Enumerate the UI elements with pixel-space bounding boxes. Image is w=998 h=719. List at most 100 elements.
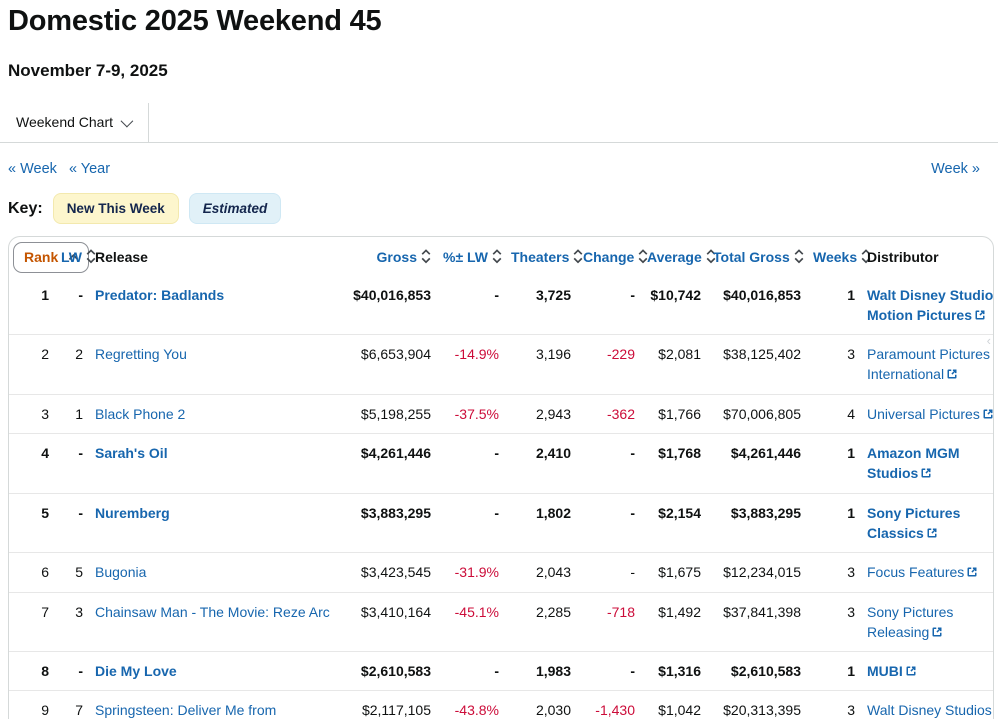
sort-icon (421, 249, 431, 264)
cell-rank: 1 (41, 286, 49, 303)
cell-weeks: 3 (807, 334, 861, 395)
release-link[interactable]: Chainsaw Man - The Movie: Reze Arc (95, 603, 330, 620)
cell-weeks: 1 (847, 286, 855, 303)
external-link-icon (927, 528, 937, 538)
cell-theaters: 3,725 (535, 286, 571, 303)
cell-release: Sarah's Oil (89, 433, 337, 494)
release-link[interactable]: Black Phone 2 (95, 405, 186, 422)
cell-weeks: 3 (807, 591, 861, 652)
column-header-rank[interactable]: Rank (9, 237, 90, 275)
distributor-link[interactable]: Universal Pictures (867, 406, 993, 422)
cell-release: Die My Love (89, 651, 337, 691)
cell-gross: $3,423,545 (337, 552, 437, 593)
cell-release: Predator: Badlands (89, 276, 337, 335)
table-row: 5- Nuremberg $3,883,295-1,802- $2,154 $3,883… (9, 492, 993, 553)
cell-theaters: 2,030 (505, 690, 577, 719)
sorted-column-indicator: Rank (13, 242, 90, 273)
column-header-lw[interactable]: LW (55, 237, 96, 275)
sort-asc-icon (69, 254, 79, 261)
distributor-link[interactable]: Paramount Pictures International (867, 346, 990, 383)
distributor-link[interactable]: Sony Pictures Releasing (867, 603, 954, 640)
chart-type-dropdown[interactable]: Weekend Chart (0, 102, 150, 142)
cell-distributor: Sony Pictures Releasing (861, 591, 993, 652)
distributor-link[interactable]: Walt Disney Studios Motion Pictures (867, 286, 994, 323)
negative-value: -362 (606, 405, 635, 422)
cell-theaters: 1,983 (505, 651, 577, 691)
cell-change: -229 (577, 334, 641, 395)
distributor-link[interactable]: Sony Pictures Classics (867, 504, 961, 541)
cell-gross: $3,410,164 (337, 591, 437, 652)
cell-rank: 7 (9, 591, 55, 652)
cell-change: -362 (577, 393, 641, 434)
cell-lw: - (55, 651, 89, 691)
legend-key: Key: New This Week Estimated (8, 192, 998, 225)
prev-week-link[interactable]: « Week (8, 160, 57, 177)
cell-weeks: 3 (807, 690, 861, 719)
cell-gross: $6,653,904 (337, 334, 437, 395)
cell-pct_lw: - (437, 433, 505, 494)
table-header-row: Rank LW Release Gross %± LW Theaters Change Ave… (9, 237, 993, 275)
cell-pct_lw: -43.8% (437, 690, 505, 719)
chart-type-label: Weekend Chart (16, 114, 114, 131)
cell-theaters: 2,285 (505, 591, 577, 652)
cell-distributor: Universal Pictures (861, 393, 993, 434)
release-link[interactable]: Nuremberg (95, 504, 170, 521)
cell-total_gross: $38,125,402 (707, 334, 807, 395)
cell-distributor: Sony Pictures Classics (861, 492, 993, 553)
sort-icon (794, 249, 804, 264)
scroll-left-hint-icon: ‹ (986, 333, 991, 349)
column-header-weeks[interactable]: Weeks (807, 237, 871, 275)
cell-gross: $40,016,853 (353, 286, 431, 303)
external-link-icon (906, 666, 916, 676)
release-link[interactable]: Die My Love (95, 663, 177, 680)
distributor-link[interactable]: MUBI (867, 663, 917, 679)
release-link[interactable]: Predator: Badlands (95, 286, 225, 303)
date-range-subtitle: November 7-9, 2025 (8, 60, 168, 80)
column-header-theaters[interactable]: Theaters (505, 237, 583, 275)
cell-change: -718 (577, 591, 641, 652)
cell-average: $1,768 (641, 433, 707, 494)
external-link-icon (921, 468, 931, 478)
cell-rank: 6 (9, 552, 55, 593)
negative-value: -1,430 (595, 702, 635, 719)
column-header-change[interactable]: Change (577, 237, 648, 275)
external-link-icon (983, 409, 993, 419)
page-title: Domestic 2025 Weekend 45 (8, 5, 382, 37)
release-link[interactable]: Regretting You (95, 346, 187, 363)
release-link[interactable]: Sarah's Oil (95, 445, 168, 462)
table-row: 2 2 Regretting You $6,653,904 -14.9% 3,196 -22… (9, 334, 993, 395)
cell-gross: $5,198,255 (337, 393, 437, 434)
cell-weeks: 1 (807, 433, 861, 494)
cell-weeks: 1 (807, 492, 861, 553)
cell-rank: 4 (9, 433, 55, 494)
negative-value: -31.9% (454, 564, 499, 581)
cell-lw: - (55, 492, 89, 553)
cell-total_gross: $70,006,805 (707, 393, 807, 434)
cell-average: $10,742 (650, 286, 701, 303)
release-link[interactable]: Bugonia (95, 564, 147, 581)
column-header-average[interactable]: Average (641, 237, 716, 275)
cell-gross: $2,610,583 (337, 651, 437, 691)
column-header-total_gross[interactable]: Total Gross (707, 237, 807, 275)
cell-rank: 5 (9, 492, 55, 553)
table-row: 4- Sarah's Oil $4,261,446-2,410- $1,768 $4,2… (9, 433, 993, 494)
key-new-this-week-badge: New This Week (52, 192, 179, 225)
cell-pct_lw: -45.1% (437, 591, 505, 652)
cell-total_gross: $12,234,015 (707, 552, 807, 593)
cell-total_gross: $4,261,446 (707, 433, 807, 494)
negative-value: -37.5% (454, 405, 499, 422)
cell-change: -1,430 (577, 690, 641, 719)
next-week-link[interactable]: Week » (931, 160, 980, 177)
cell-average: $1,675 (641, 552, 707, 593)
column-header-gross[interactable]: Gross (337, 237, 437, 275)
prev-year-link[interactable]: « Year (68, 160, 111, 177)
column-header-pct_lw[interactable]: %± LW (437, 237, 505, 275)
distributor-link[interactable]: Focus Features (867, 564, 978, 580)
release-link[interactable]: Springsteen: Deliver Me from Nowhere (95, 702, 277, 719)
distributor-link[interactable]: Amazon MGM Studios (867, 445, 960, 482)
cell-release: Bugonia (89, 552, 337, 593)
distributor-link[interactable]: Walt Disney Studios Motion Pictures (867, 702, 992, 719)
cell-pct_lw: - (437, 651, 505, 691)
column-header-distributor: Distributor (867, 249, 939, 266)
table-row: 6 5 Bugonia $3,423,545 -31.9% 2,043- $1,675 $12… (9, 552, 993, 593)
